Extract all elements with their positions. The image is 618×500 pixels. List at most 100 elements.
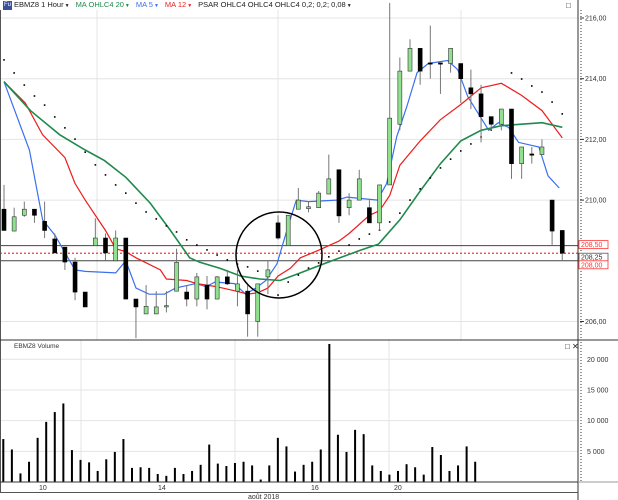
candle <box>468 69 474 110</box>
candle-body <box>478 93 484 117</box>
caret-down-icon: ▼ <box>124 3 130 9</box>
volume-bar <box>156 474 159 482</box>
psar-dot <box>165 225 168 227</box>
candle-body <box>265 269 271 278</box>
ma5-indicator[interactable]: MA 5▼ <box>136 0 159 12</box>
volume-bar <box>79 459 82 482</box>
volume-bar <box>371 465 374 482</box>
psar-dot <box>104 174 107 176</box>
psar-dot <box>53 116 56 118</box>
candle <box>133 298 139 339</box>
ma20-label: MA OHLC4 20 <box>75 0 124 9</box>
candle-body <box>438 62 443 65</box>
gridlines <box>0 10 578 482</box>
candle <box>397 57 403 131</box>
ma20-indicator[interactable]: MA OHLC4 20▼ <box>76 0 130 12</box>
candle <box>448 48 453 73</box>
maximize-icon[interactable]: □ <box>566 1 571 10</box>
volume-bar <box>431 447 434 482</box>
candle <box>72 257 78 301</box>
price-tick-label: 216,00 <box>585 16 607 23</box>
volume-bar <box>242 461 245 482</box>
price-tick-label: 214,00 <box>585 76 607 83</box>
volume-bar <box>173 467 176 482</box>
psar-dot <box>470 143 472 145</box>
volume-bar <box>285 446 288 482</box>
candle-body <box>559 230 565 254</box>
volume-bar <box>336 434 339 482</box>
psar-dot <box>551 101 553 103</box>
volume-bar <box>233 462 236 482</box>
candle-body <box>539 146 545 155</box>
candle-body <box>103 237 108 254</box>
psar-dot <box>287 281 289 283</box>
candle <box>93 218 98 246</box>
ma5-line <box>3 59 560 295</box>
close-icon[interactable]: ✕ <box>572 342 579 351</box>
symbol-label: EBMZ8 1 Hour <box>14 0 64 9</box>
psar-dot <box>348 244 350 246</box>
volume-bar <box>354 429 357 482</box>
annotation-circle <box>235 211 323 299</box>
volume-bar <box>165 475 168 482</box>
candle <box>336 169 342 223</box>
caret-down-icon: ▼ <box>187 3 193 9</box>
volume-bar <box>319 449 322 482</box>
candle <box>549 199 555 246</box>
volume-axis[interactable]: 20 000 15 000 10 000 5 000 <box>580 342 609 482</box>
candle <box>265 260 271 295</box>
psar-dot <box>175 231 178 233</box>
candle-body <box>387 117 393 186</box>
candle-body <box>326 178 332 195</box>
psar-dot <box>358 238 361 240</box>
volume-bar <box>345 451 348 482</box>
psar-dot <box>13 72 15 74</box>
candle <box>235 269 240 307</box>
psar-indicator[interactable]: PSAR OHLC4 OHLC4 OHLC4 0,2; 0,2; 0,08▼ <box>198 0 352 12</box>
volume-bar <box>208 444 211 482</box>
candle-body <box>377 184 382 224</box>
volume-bar <box>105 459 108 482</box>
psar-dot <box>216 254 218 256</box>
candle <box>32 208 37 223</box>
psar-dot <box>409 199 411 201</box>
candle-body <box>143 306 149 315</box>
candle-body <box>1 208 7 231</box>
candle-body <box>21 208 27 216</box>
volume-bar <box>448 470 451 482</box>
volume-tick-label: 5 000 <box>587 449 605 456</box>
candle <box>52 233 58 254</box>
psar-dot <box>84 151 86 153</box>
candle <box>164 291 169 313</box>
time-tick-label: 10 <box>39 485 47 492</box>
ma12-indicator[interactable]: MA 12▼ <box>165 0 192 12</box>
price-axis[interactable]: 216,00 214,00 212,00 210,00 206,00 <box>580 10 607 338</box>
psar-dot <box>256 270 259 272</box>
candle <box>153 291 159 315</box>
volume-bar <box>53 412 56 482</box>
psar-dot <box>388 221 391 223</box>
candle <box>438 62 443 94</box>
psar-dot <box>94 164 97 166</box>
candle <box>62 246 68 270</box>
volume-bar <box>251 465 254 482</box>
volume-bar <box>182 474 185 482</box>
candle-body <box>407 48 413 72</box>
candle-body <box>417 48 423 72</box>
psar-dot <box>226 259 229 261</box>
volume-bar <box>70 450 73 482</box>
volume-bar <box>2 439 5 482</box>
candle-body <box>72 261 78 293</box>
candle-body <box>285 214 291 246</box>
candle-body <box>214 276 220 300</box>
volume-bar <box>10 449 13 482</box>
psar-dot <box>74 138 76 140</box>
price-tick-label: 206,00 <box>585 319 607 326</box>
maximize-icon[interactable]: □ <box>565 342 570 351</box>
ma5-label: MA 5 <box>135 0 153 9</box>
volume-bar <box>276 437 279 482</box>
psar-dot <box>368 233 371 235</box>
time-axis[interactable]: 10 14 16 20 août 2018 <box>39 485 402 500</box>
symbol-selector[interactable]: EBMZ8 1 Hour▼ <box>14 0 70 12</box>
